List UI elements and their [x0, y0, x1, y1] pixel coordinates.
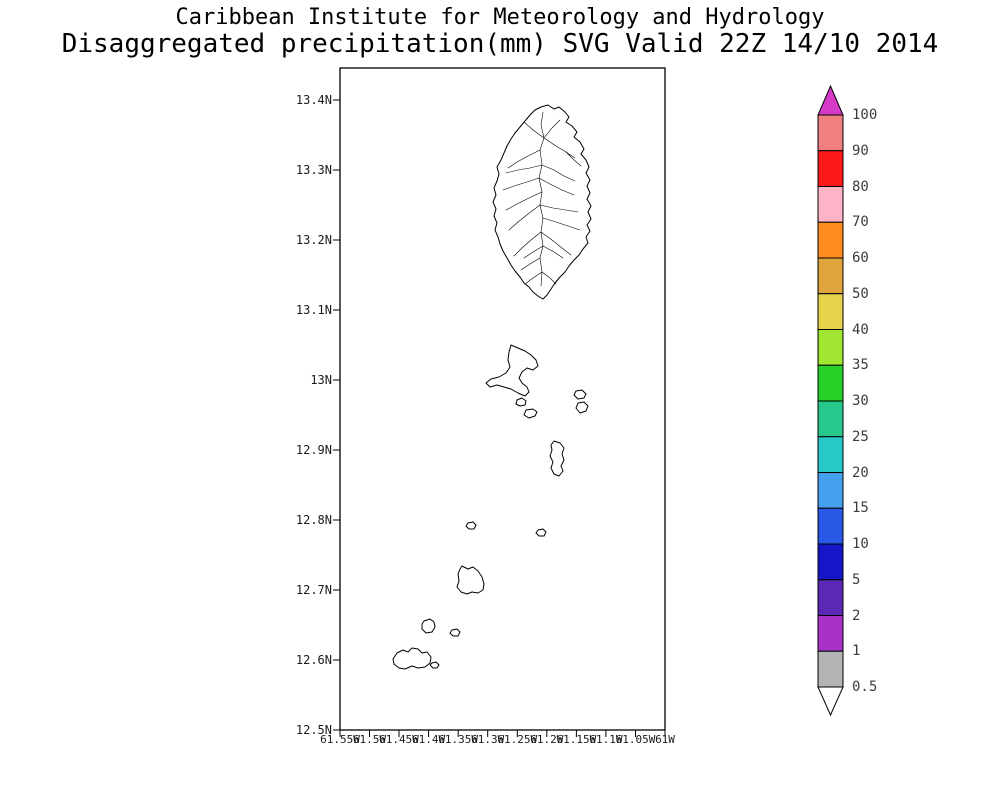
colorbar [817, 84, 844, 717]
colorbar-label: 15 [852, 500, 869, 516]
baliceaux-islet [575, 401, 589, 414]
colorbar-label: 0.5 [852, 679, 878, 695]
savan-islet [535, 528, 547, 537]
y-axis-label: 12.6N [295, 653, 332, 667]
colorbar-band [817, 150, 844, 187]
colorbar-label: 5 [852, 572, 861, 588]
colorbar-arrow-bottom [817, 686, 844, 717]
colorbar-label: 30 [852, 393, 869, 409]
y-axis-label: 13N [310, 373, 332, 387]
x-axis-ticks [339, 730, 666, 737]
colorbar-label: 1 [852, 643, 861, 659]
colorbar-band [817, 650, 844, 688]
tobago-cays-islet [449, 628, 461, 637]
x-axis-label: 61.45W [379, 733, 419, 746]
colorbar-band [817, 472, 844, 509]
x-axis-label: 61.3W [471, 733, 505, 746]
mustique-island [549, 440, 565, 477]
colorbar-band [817, 329, 844, 366]
x-axis-label: 61.4W [412, 733, 446, 746]
colorbar-band [817, 579, 844, 616]
colorbar-band [817, 186, 844, 223]
canouan-island [456, 565, 485, 595]
palm-island-islet [429, 661, 440, 669]
colorbar-band [817, 507, 844, 545]
x-axis-label: 61.25W [497, 733, 538, 746]
colorbar-label: 20 [852, 465, 869, 481]
battowia-islet [573, 389, 587, 400]
x-axis-label: 61.55W [320, 733, 360, 746]
bequia-island [485, 344, 539, 397]
x-axis-label: 61.05W [615, 733, 656, 746]
colorbar-label: 80 [852, 179, 869, 195]
x-axis-label: 61.2W [530, 733, 564, 746]
x-axis-label: 61.1W [589, 733, 623, 746]
colorbar-band [817, 543, 844, 581]
y-axis-label: 13.3N [295, 163, 332, 177]
colorbar-band [817, 221, 844, 259]
colorbar-label: 10 [852, 536, 869, 552]
y-axis-label: 13.2N [295, 233, 332, 247]
institute-title: Caribbean Institute for Meteorology and … [175, 5, 825, 30]
colorbar-band [817, 114, 844, 152]
x-axis-label: 61.5W [352, 733, 387, 746]
island-coastlines [392, 104, 592, 670]
y-axis-label: 13.1N [295, 303, 332, 317]
colorbar-arrow-top [817, 84, 844, 116]
colorbar-band [817, 364, 844, 402]
colorbar-label: 60 [852, 250, 869, 266]
isle-a-quatre-islet [523, 408, 538, 419]
colorbar-label: 100 [852, 107, 878, 123]
st-vincent-island [492, 104, 592, 300]
colorbar-band [817, 436, 844, 473]
colorbar-band [817, 400, 844, 438]
y-axis-ticks [333, 99, 340, 731]
y-axis-label: 12.7N [295, 583, 332, 597]
x-axis-label: 61.15W [556, 733, 597, 746]
colorbar-label: 2 [852, 608, 861, 624]
y-axis-label: 12.8N [295, 513, 332, 527]
y-axis-label: 12.5N [295, 723, 332, 737]
colorbar-label: 50 [852, 286, 869, 302]
mayreau-island [421, 618, 436, 634]
product-title: Disaggregated precipitation(mm) SVG Vali… [61, 29, 939, 59]
colorbar-label: 70 [852, 214, 869, 230]
colorbar-label: 35 [852, 357, 869, 373]
colorbar-label: 90 [852, 143, 869, 159]
union-island [392, 647, 432, 670]
petit-canouan-islet [465, 521, 477, 530]
petit-nevis-islet [515, 397, 527, 407]
colorbar-label: 40 [852, 322, 869, 338]
colorbar-band [817, 257, 844, 295]
x-axis-label: 61W [655, 733, 675, 746]
colorbar-band [817, 615, 844, 652]
colorbar-label: 25 [852, 429, 869, 445]
colorbar-band [817, 293, 844, 330]
x-axis-label: 61.35W [438, 733, 479, 746]
y-axis-label: 13.4N [295, 93, 332, 107]
y-axis-label: 12.9N [295, 443, 332, 457]
map-frame [339, 67, 666, 731]
river-network [502, 111, 582, 287]
